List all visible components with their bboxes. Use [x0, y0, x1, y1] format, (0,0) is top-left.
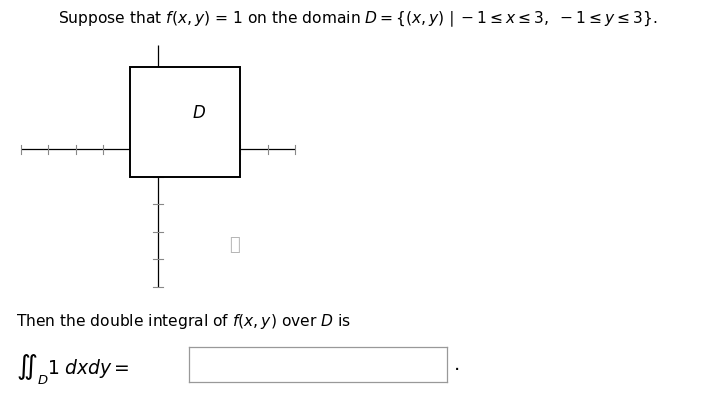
- Text: $\iint_D 1 \; dxdy =$: $\iint_D 1 \; dxdy =$: [16, 352, 129, 386]
- Text: ⌕: ⌕: [230, 236, 240, 254]
- Text: Suppose that $f(x, y)$ = 1 on the domain $D = \{(x, y) \mid -1 \leq x \leq 3,\ -: Suppose that $f(x, y)$ = 1 on the domain…: [58, 10, 657, 29]
- Text: $D$: $D$: [192, 105, 206, 122]
- Bar: [131, 67, 240, 177]
- Text: Then the double integral of $f(x, y)$ over $D$ is: Then the double integral of $f(x, y)$ ov…: [16, 312, 351, 332]
- Text: .: .: [454, 355, 460, 374]
